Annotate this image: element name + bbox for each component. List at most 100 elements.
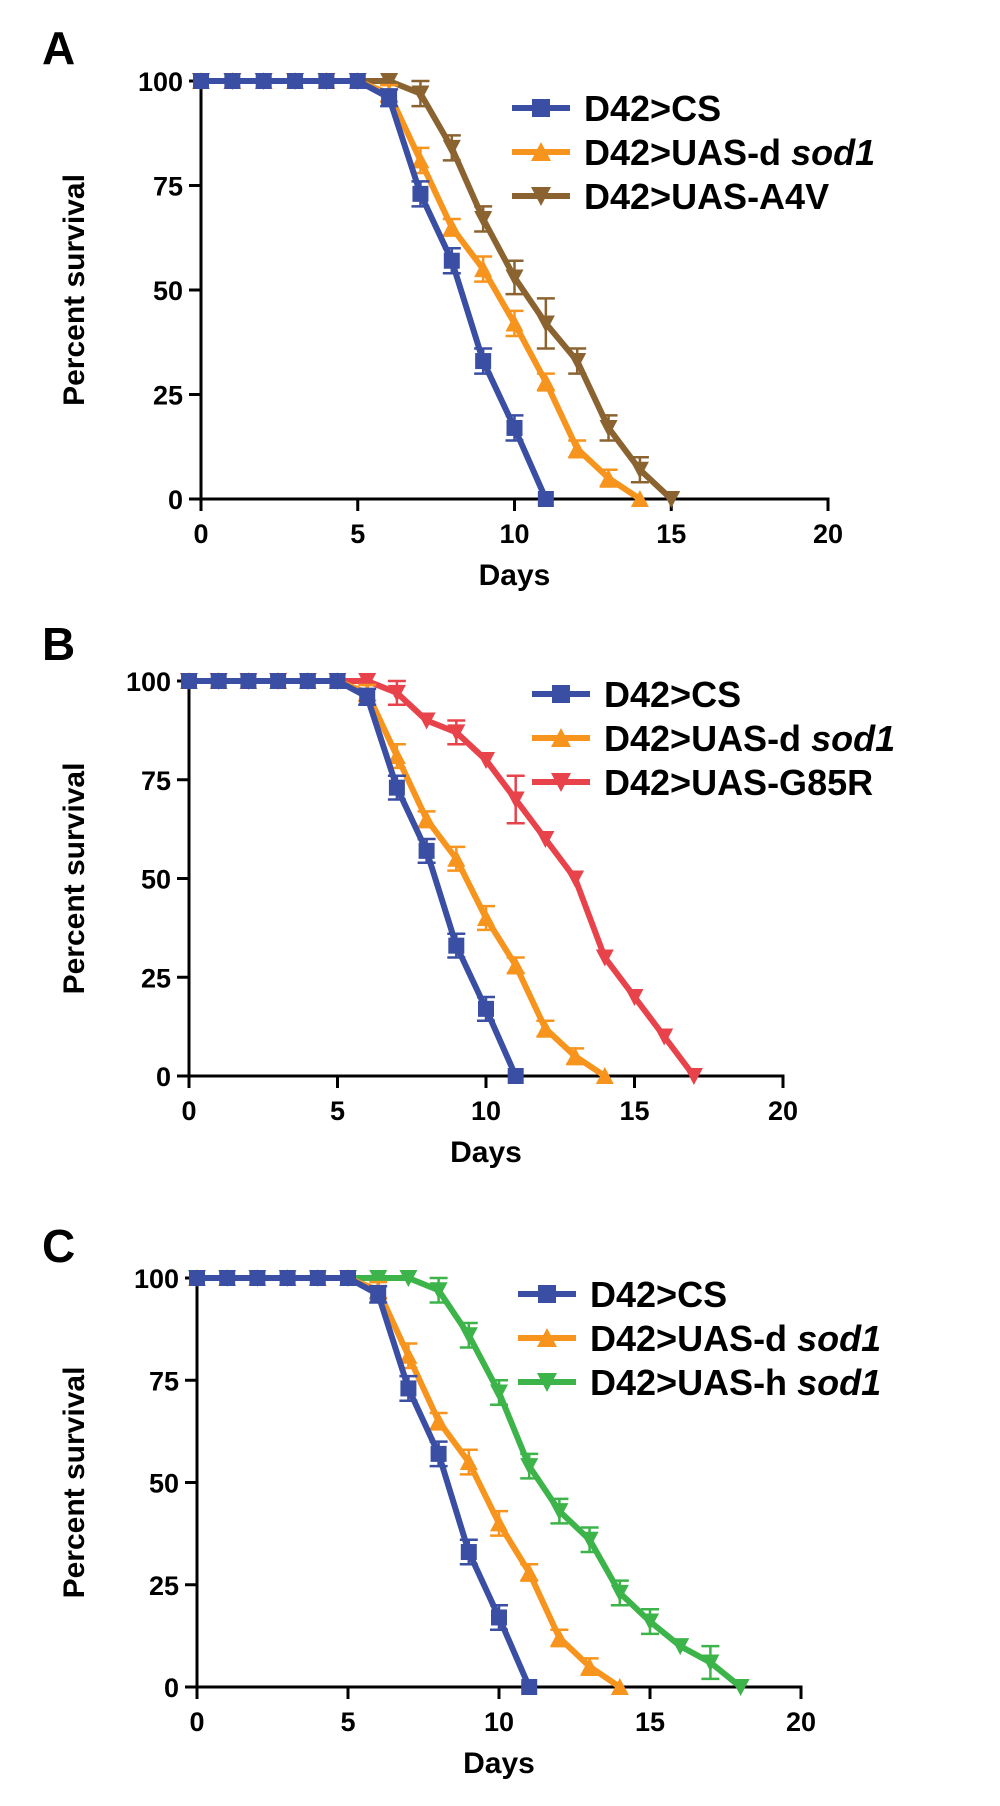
data-point [731,1679,750,1696]
data-point [537,1373,557,1392]
data-point [599,469,618,487]
data-point [210,673,227,689]
data-point [181,673,197,689]
data-point [550,1503,569,1521]
legend-label: D42>UAS-A4V [584,176,829,217]
data-point [387,684,406,702]
data-point [399,1346,418,1364]
series-line [201,78,642,502]
data-point [309,1270,326,1286]
data-point [536,1019,555,1037]
panel-b-chart: 0 5 10 15 20 0 25 50 75 100 Days Percent survival D4… [58,667,895,1169]
data-point [255,73,272,89]
data-point [381,89,398,106]
series-d42-uas-g85r [180,673,703,1085]
data-point [671,1638,690,1656]
data-point [684,1068,703,1085]
data-point [610,1584,629,1602]
data-point [329,673,346,689]
panel-label-a: A [42,22,75,74]
data-point [520,1458,539,1476]
data-point [477,752,495,769]
x-axis-title: Days [463,1747,535,1780]
data-point [491,1609,507,1626]
x-tick-label: 0 [189,1707,204,1737]
panel-label-c: C [42,1220,75,1272]
data-point [490,1384,508,1402]
x-axis-title: Days [479,559,551,592]
data-point [506,419,523,436]
y-tick-label: 50 [141,865,171,895]
y-tick-label: 0 [164,1673,179,1703]
legend-label: D42>UAS-G85R [604,762,873,803]
data-point [536,831,555,848]
y-tick-label: 50 [153,276,183,306]
data-point [279,1270,296,1286]
legend-entry: D42>UAS-G85R [532,762,873,803]
data-point [630,490,649,507]
y-tick-label: 100 [126,667,171,697]
legend-label: D42>UAS-h sod1 [590,1362,881,1403]
series-d42-uas-d-sod1 [192,72,649,507]
data-point [630,461,649,479]
legend-label: D42>CS [584,88,721,129]
data-point [442,218,461,236]
data-point [610,1678,629,1695]
y-tick-label: 100 [134,1264,179,1294]
series-d42-uas-d-sod1 [180,672,614,1084]
x-axis-title: Days [450,1136,522,1169]
x-tick-label: 5 [340,1707,355,1737]
y-tick-label: 50 [149,1469,179,1499]
legend-entry: D42>UAS-d sod1 [532,718,895,759]
x-tick-label: 15 [656,519,686,549]
data-point [387,747,406,765]
data-point [506,791,525,809]
data-point [490,1514,508,1532]
x-tick-label: 10 [484,1707,514,1737]
data-point [318,73,335,89]
data-point [219,1270,236,1286]
data-point [625,989,644,1006]
y-tick-label: 25 [149,1571,179,1601]
data-point [459,1327,478,1345]
data-point [240,673,257,689]
x-tick-label: 0 [193,519,208,549]
data-point [442,139,461,157]
data-point [417,712,436,730]
data-point [369,1270,388,1287]
data-point [478,1000,494,1017]
legend-entry: D42>UAS-d sod1 [512,132,875,173]
data-point [701,1654,720,1672]
data-point [551,773,571,792]
data-point [474,210,493,228]
data-point [193,73,209,89]
y-axis-title: Percent survival [58,1367,91,1599]
data-point [418,842,435,859]
panel-label-b: B [42,618,75,670]
data-point [595,949,614,967]
data-point [520,1563,539,1581]
x-tick-label: 15 [619,1096,649,1126]
data-point [531,187,551,206]
data-point [568,439,587,457]
data-point [380,73,399,90]
data-point [531,142,551,161]
legend-entry: D42>CS [518,1274,727,1315]
data-point [551,728,571,747]
data-point [399,1270,418,1287]
data-point [537,1328,557,1347]
data-point [506,956,525,974]
data-point [580,1657,599,1675]
y-tick-label: 100 [138,67,183,97]
data-point [566,1047,585,1065]
legend-entry: D42>CS [512,88,721,129]
x-tick-label: 5 [330,1096,345,1126]
data-point [655,1028,674,1046]
legend-label: D42>CS [604,674,741,715]
data-point [388,779,405,796]
data-point [460,1544,477,1561]
data-point [475,353,492,370]
data-point [568,353,587,371]
data-point [417,810,436,828]
